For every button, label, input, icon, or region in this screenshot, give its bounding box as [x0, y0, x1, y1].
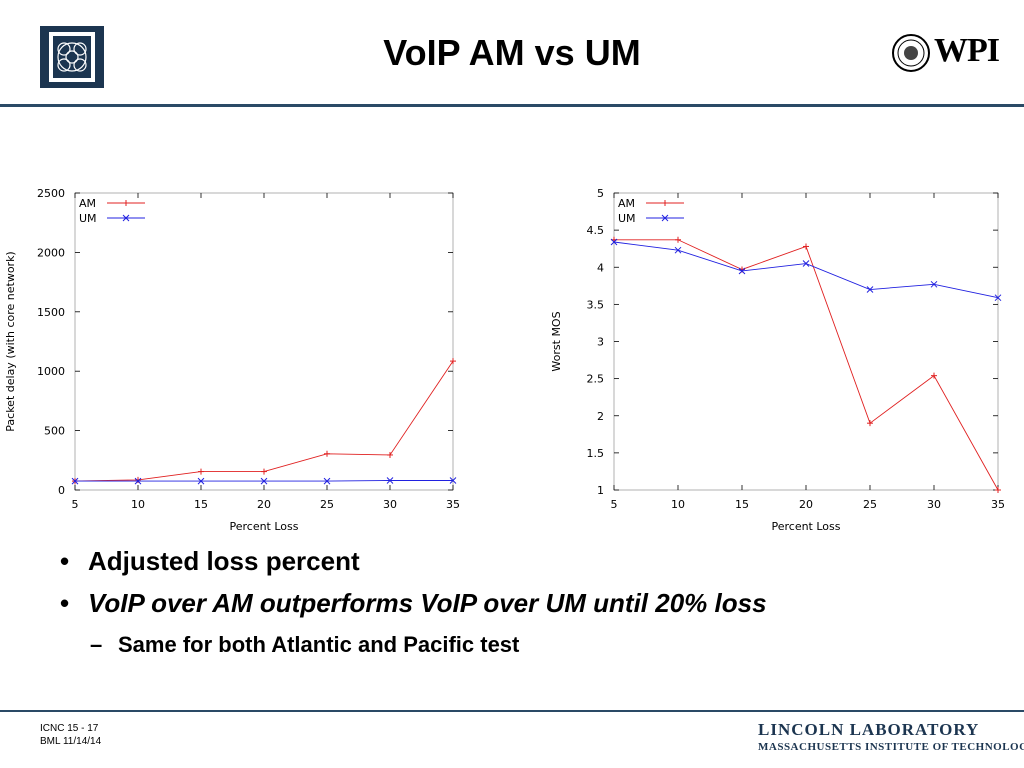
data-point-um [134, 477, 142, 485]
y-axis-label: Packet delay (with core network) [4, 251, 17, 431]
data-point-um [323, 477, 331, 485]
y-tick-label: 2500 [37, 187, 65, 200]
data-point-um [386, 477, 394, 484]
x-tick-label: 30 [927, 498, 941, 511]
series-line-am [614, 239, 999, 491]
wpi-wordmark: WPI [934, 32, 1000, 69]
x-tick-label: 10 [131, 498, 145, 511]
x-tick-label: 30 [383, 498, 397, 511]
y-axis-label: Worst MOS [550, 311, 563, 371]
y-tick-label: 5 [597, 187, 604, 200]
page-title: VoIP AM vs UM [383, 32, 641, 73]
data-point-am [931, 372, 937, 379]
data-point-um [71, 477, 79, 485]
data-point-am [324, 450, 330, 457]
y-tick-label: 2000 [37, 246, 65, 259]
x-tick-label: 5 [611, 498, 618, 511]
x-tick-label: 20 [257, 498, 271, 511]
x-tick-label: 25 [863, 498, 877, 511]
y-tick-label: 1.5 [587, 447, 605, 460]
y-tick-label: 3 [597, 336, 604, 349]
legend-label-um: UM [618, 212, 636, 225]
data-point-um [197, 477, 205, 485]
bullet-item: • Adjusted loss percent [60, 546, 360, 576]
x-tick-label: 5 [72, 498, 79, 511]
y-tick-label: 500 [44, 425, 65, 438]
footer-line-1: ICNC 15 - 17 [40, 723, 99, 734]
legend-label-am: AM [618, 197, 635, 210]
legend-marker [122, 214, 130, 222]
slide-header: VoIP AM vs UM WPI [0, 0, 1024, 107]
data-point-am [135, 476, 141, 483]
sub-bullet-item: – Same for both Atlantic and Pacific test [90, 632, 520, 657]
data-point-um [994, 294, 1002, 302]
wpi-seal-logo [892, 34, 930, 72]
series-line-um [613, 241, 999, 299]
data-point-am [867, 420, 873, 427]
header-divider [0, 104, 1024, 107]
lincoln-logo-line-1: LINCOLN LABORATORY [758, 720, 980, 739]
y-tick-label: 3.5 [587, 298, 605, 311]
packet-delay-chart: 5 10 15 20 25 30 35 0 500 1000 1500 2000 2500 Percent… [0, 180, 470, 540]
data-point-um [610, 238, 618, 246]
y-tick-label: 2 [597, 410, 604, 423]
y-tick-label: 1500 [37, 306, 65, 319]
data-point-am [261, 468, 267, 475]
y-tick-label: 4.5 [587, 224, 605, 237]
x-tick-label: 10 [671, 498, 685, 511]
x-tick-label: 20 [799, 498, 813, 511]
footer-divider [0, 710, 1024, 712]
data-point-am [803, 243, 809, 250]
lincoln-lab-shield-logo [40, 26, 104, 88]
data-point-um [802, 260, 810, 267]
legend-label-am: AM [79, 197, 96, 210]
data-point-um [449, 477, 457, 484]
sub-bullet-text: Same for both Atlantic and Pacific test [118, 632, 520, 657]
y-tick-label: 1000 [37, 365, 65, 378]
lincoln-laboratory-logo: LINCOLN LABORATORY MASSACHUSETTS INSTITU… [758, 720, 1024, 753]
footer-line-2: BML 11/14/14 [40, 736, 102, 747]
data-point-um [866, 286, 874, 293]
bullet-text: Adjusted loss percent [88, 546, 360, 576]
data-point-um [260, 477, 268, 485]
y-tick-label: 0 [58, 484, 65, 497]
x-tick-label: 25 [320, 498, 334, 511]
worst-mos-chart: 5 10 15 20 25 30 35 1 1.5 2 2.5 3 3.5 4 4.5 5 Percent Lo… [540, 180, 1010, 540]
legend-label-um: UM [79, 212, 97, 225]
x-axis-label: Percent Loss [771, 520, 840, 533]
y-tick-label: 4 [597, 261, 604, 274]
data-point-am [995, 487, 1001, 493]
data-point-um [674, 246, 682, 254]
data-point-am [387, 451, 393, 458]
x-tick-label: 35 [991, 498, 1005, 511]
plot-frame [613, 192, 999, 491]
footer-info: ICNC 15 - 17 BML 11/14/14 [40, 722, 101, 748]
x-tick-label: 15 [194, 498, 208, 511]
x-tick-label: 35 [446, 498, 460, 511]
worst-mos-chart-svg: 5 10 15 20 25 30 35 1 1.5 2 2.5 3 3.5 4 4.5 5 Percent Lo… [550, 187, 1005, 533]
x-axis-label: Percent Loss [229, 520, 298, 533]
y-tick-label: 2.5 [587, 373, 605, 386]
packet-delay-chart-svg: 5 10 15 20 25 30 35 0 500 1000 1500 2000 2500 Percent… [4, 187, 460, 533]
bullet-text: VoIP over AM outperforms VoIP over UM un… [88, 588, 767, 618]
lincoln-logo-line-2: MASSACHUSETTS INSTITUTE OF TECHNOLOGY [758, 741, 1024, 753]
data-point-am [450, 358, 456, 365]
series-line-am [74, 360, 454, 482]
y-tick-label: 1 [597, 484, 604, 497]
bullet-item: • VoIP over AM outperforms VoIP over UM u… [60, 588, 767, 618]
data-point-am [198, 468, 204, 475]
data-point-um [738, 267, 746, 275]
legend-marker [661, 214, 669, 222]
data-point-am [675, 236, 681, 243]
x-tick-label: 15 [735, 498, 749, 511]
data-point-um [930, 280, 938, 288]
